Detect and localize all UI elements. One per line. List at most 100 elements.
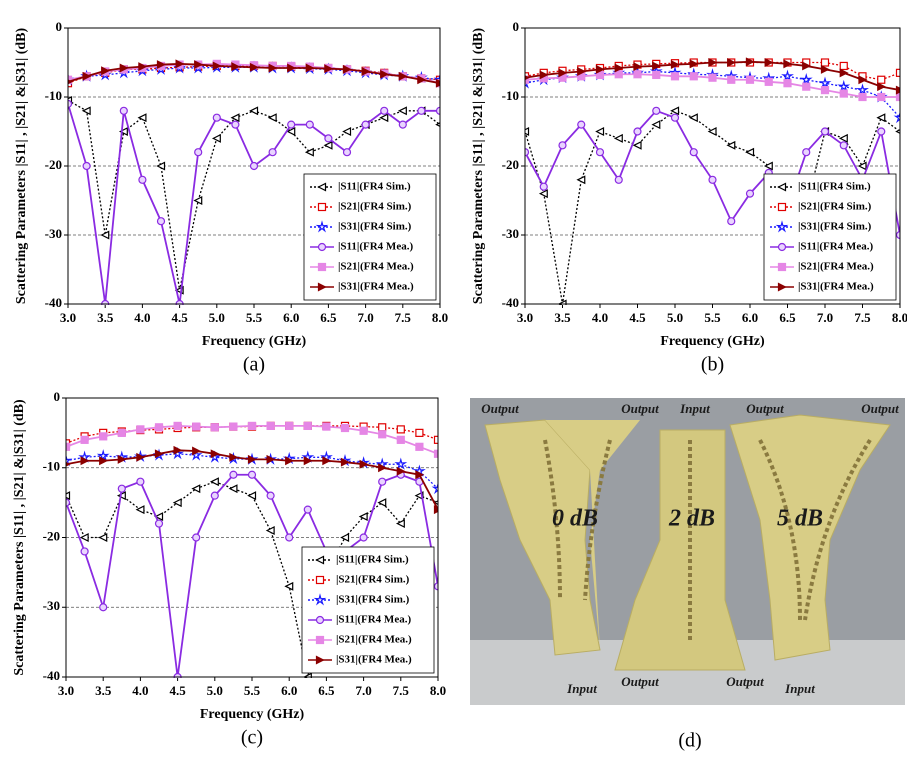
marker — [156, 60, 166, 70]
marker — [379, 113, 389, 123]
x-tick-label: 6.5 — [320, 310, 337, 325]
marker — [266, 421, 275, 430]
marker — [689, 148, 698, 157]
marker — [632, 140, 642, 150]
marker — [212, 61, 222, 71]
legend-label: |S31|(FR4 Sim.) — [798, 221, 872, 233]
marker — [265, 526, 275, 535]
photo-label: 0 dB — [552, 506, 598, 532]
x-tick-label: 5.5 — [244, 683, 261, 698]
x-tick-label: 5.0 — [207, 683, 223, 698]
marker — [249, 106, 259, 116]
marker — [818, 76, 832, 89]
marker — [708, 175, 717, 184]
marker — [633, 70, 642, 79]
x-tick-label: 8.0 — [432, 310, 448, 325]
marker — [613, 133, 623, 143]
marker — [727, 217, 736, 226]
marker — [80, 547, 89, 556]
marker — [576, 175, 586, 185]
y-tick-label: 0 — [56, 19, 63, 34]
legend-label: |S21|(FR4 Mea.) — [798, 261, 874, 273]
marker — [99, 456, 109, 466]
series-group — [66, 421, 438, 678]
marker — [396, 435, 405, 444]
marker — [820, 85, 830, 95]
x-tick-label: 6.0 — [281, 683, 297, 698]
marker — [117, 454, 127, 464]
marker — [117, 428, 126, 437]
marker — [614, 63, 624, 73]
x-tick-label: 7.5 — [395, 310, 412, 325]
marker — [194, 60, 204, 70]
marker — [858, 75, 868, 85]
marker — [415, 442, 424, 451]
board — [545, 420, 640, 650]
x-axis-label: Frequency (GHz) — [200, 707, 305, 722]
marker — [361, 66, 371, 76]
marker — [99, 603, 108, 612]
marker — [395, 519, 405, 529]
x-tick-label: 3.5 — [554, 310, 571, 325]
marker — [745, 189, 755, 198]
marker — [876, 113, 886, 123]
x-tick-label: 3.0 — [58, 683, 74, 698]
marker — [156, 161, 166, 171]
x-tick-label: 6.0 — [283, 310, 299, 325]
marker — [191, 484, 201, 494]
photo-label: Output — [746, 401, 784, 416]
legend-box — [303, 173, 437, 301]
marker — [267, 113, 277, 123]
marker — [558, 68, 568, 78]
marker — [670, 113, 680, 122]
marker — [317, 202, 327, 212]
marker — [268, 63, 278, 73]
legend-label: |S31|(FR4 Mea.) — [336, 654, 412, 666]
x-tick-label: 7.5 — [393, 683, 410, 698]
marker — [378, 477, 387, 486]
x-tick-label: 4.5 — [171, 310, 188, 325]
marker — [895, 92, 900, 102]
y-axis-label: Scattering Parameters |S11| , |S21| &|S3… — [471, 28, 486, 305]
marker — [80, 456, 90, 466]
marker — [68, 99, 73, 108]
legend-label: |S31|(FR4 Mea.) — [798, 281, 874, 293]
y-tick-label: -30 — [502, 226, 519, 241]
marker — [525, 148, 530, 157]
marker — [689, 59, 699, 69]
legend-label: |S11|(FR4 Sim.) — [336, 554, 409, 566]
x-tick-label: 5.0 — [209, 310, 225, 325]
marker — [652, 106, 661, 115]
legend-label: |S31|(FR4 Sim.) — [338, 221, 412, 233]
photo-label: Input — [566, 681, 597, 696]
marker — [435, 106, 440, 115]
marker — [285, 456, 295, 466]
marker — [783, 59, 793, 69]
y-tick-label: -40 — [43, 668, 60, 683]
marker — [652, 70, 661, 80]
marker — [670, 60, 680, 70]
y-tick-label: -40 — [45, 295, 62, 310]
marker — [820, 58, 830, 67]
trace — [543, 438, 872, 640]
y-tick-label: -20 — [45, 157, 62, 172]
series-line — [66, 481, 438, 678]
panel-caption: (b) — [701, 354, 724, 376]
marker — [98, 533, 108, 542]
marker — [708, 73, 717, 82]
marker — [304, 147, 314, 157]
x-axis-label: Frequency (GHz) — [660, 334, 765, 349]
marker — [396, 466, 406, 476]
marker — [378, 463, 388, 473]
marker — [417, 106, 426, 115]
marker — [359, 533, 368, 542]
marker — [394, 457, 408, 470]
photo-label: Output — [861, 401, 899, 416]
y-tick-label: -20 — [43, 528, 60, 543]
marker — [433, 449, 438, 458]
marker — [340, 533, 350, 542]
marker — [303, 505, 312, 514]
marker — [380, 69, 390, 79]
legend-label: |S11|(FR4 Mea.) — [798, 241, 873, 253]
marker — [194, 148, 203, 157]
